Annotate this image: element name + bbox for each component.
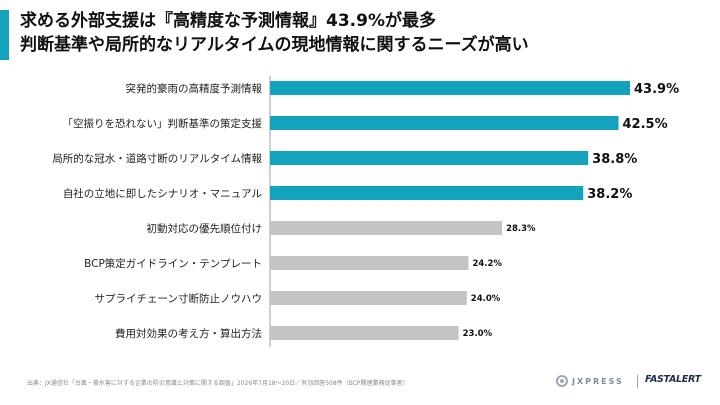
data-label: 24.2%: [472, 259, 502, 269]
bar: [270, 116, 619, 130]
bar: [270, 81, 630, 95]
bar: [270, 256, 469, 270]
category-label: BCP策定ガイドライン・テンプレート: [84, 257, 262, 270]
source-note: 出典：JX通信社「台風・豪水害に対する企業の防災意識と対策に関する調査」2026…: [27, 380, 409, 387]
category-label: 自社の立地に即したシナリオ・マニュアル: [63, 187, 262, 200]
data-label: 28.3%: [506, 224, 536, 234]
jxpress-logo-text: JXPRESS: [572, 376, 624, 386]
bar: [270, 291, 467, 305]
title-line-1: 求める外部支援は『高精度な予測情報』43.9%が最多: [20, 11, 436, 31]
page-title: 求める外部支援は『高精度な予測情報』43.9%が最多 判断基準や局所的なリアルタ…: [20, 9, 710, 57]
category-label: 局所的な冠水・道路寸断のリアルタイム情報: [52, 152, 262, 165]
bar: [270, 151, 589, 165]
jxpress-mark-icon: [556, 375, 568, 387]
bar: [270, 186, 584, 200]
data-label: 24.0%: [471, 294, 501, 304]
bar: [270, 326, 459, 340]
title-accent-bar: [0, 10, 9, 60]
logo-divider: [637, 375, 638, 388]
data-label: 38.2%: [587, 187, 632, 202]
category-label: サプライチェーン寸断防止ノウハウ: [95, 292, 262, 305]
category-label: 初動対応の優先順位付け: [147, 222, 263, 235]
data-label: 38.8%: [592, 152, 637, 167]
data-label: 23.0%: [463, 329, 493, 339]
title-line-2: 判断基準や局所的なリアルタイムの現地情報に関するニーズが高い: [20, 35, 529, 55]
fastalert-logo: FASTALERT: [645, 374, 701, 385]
category-label: 突発的豪雨の高精度予測情報: [126, 82, 263, 95]
category-label: 「空振りを恐れない」判断基準の策定支援: [63, 117, 263, 130]
bar: [270, 221, 503, 235]
data-label: 42.5%: [623, 117, 668, 132]
jxpress-logo: JXPRESS: [556, 375, 624, 387]
category-label: 費用対効果の考え方・算出方法: [115, 327, 262, 340]
data-label: 43.9%: [634, 82, 679, 97]
